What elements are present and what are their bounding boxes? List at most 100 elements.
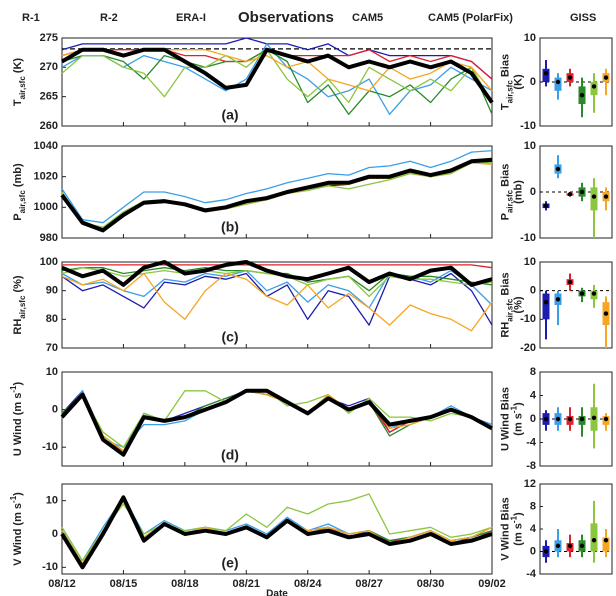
series-line [61, 260, 493, 287]
y-tick-label: -10 [520, 313, 536, 325]
label-part: RH [12, 319, 24, 335]
label-part: U Wind (m s [12, 393, 24, 456]
label-part: -1 [9, 495, 18, 503]
label-part: (m s [512, 523, 524, 546]
y-tick-label: 10 [46, 366, 58, 378]
mean-dot [555, 166, 561, 172]
label-part: -1 [9, 385, 18, 393]
y-axis-label: V Wind (m s-1) [9, 492, 24, 566]
panel-label: (e) [221, 555, 238, 571]
label-part: (mb) [12, 163, 24, 190]
series-line [61, 149, 493, 224]
mean-dot [555, 416, 561, 422]
y-tick-label: 4 [530, 389, 537, 401]
y-tick-label: 8 [530, 500, 536, 512]
label-part: -1 [509, 405, 518, 413]
label-part: Bias [499, 272, 511, 298]
series-line [61, 49, 493, 115]
y-tick-label: 270 [40, 61, 58, 73]
series-line [61, 272, 493, 326]
plot-frame [61, 145, 493, 239]
mean-dot [567, 543, 573, 549]
mean-dot [567, 416, 573, 422]
x-tick-label: 08/30 [417, 578, 445, 590]
label-part: (%) [12, 275, 24, 296]
y-tick-label: 0 [530, 545, 536, 557]
y-axis-label: (m s-1) [509, 512, 524, 546]
mean-dot [603, 538, 609, 543]
mean-dot [591, 291, 597, 296]
x-tick-label: 08/12 [48, 578, 76, 590]
y-tick-label: -4 [526, 436, 537, 448]
y-tick-label: 0 [52, 404, 58, 416]
panel-label: (a) [221, 107, 238, 123]
y-axis-label: U Wind (m s-1) [9, 382, 24, 457]
y-tick-label: 1020 [34, 171, 58, 183]
legend-entry: R-1 [22, 12, 40, 24]
mean-dot [591, 538, 597, 543]
legend-entry: GISS [570, 12, 596, 24]
mean-dot [555, 79, 561, 85]
y-tick-label: 260 [40, 120, 58, 132]
mean-dot [603, 311, 609, 316]
x-tick-label: 08/27 [355, 578, 383, 590]
label-part: air,sfc [505, 189, 514, 213]
y-axis-label: (mb) [512, 180, 524, 204]
y-tick-label: -10 [42, 441, 58, 453]
y-tick-label: 275 [40, 32, 58, 44]
box [590, 187, 598, 211]
label-part: P [499, 213, 511, 220]
y-tick-label: 90 [46, 285, 58, 297]
y-axis-label: U Wind Bias [499, 387, 511, 451]
mean-dot [567, 75, 573, 80]
y-tick-label: 10 [46, 495, 58, 507]
y-tick-label: -10 [42, 561, 58, 573]
box [590, 523, 598, 552]
series-line [60, 495, 493, 570]
y-axis-label: Pair,sfc Bias [499, 164, 514, 221]
plot-frame [61, 371, 493, 467]
series-line [61, 49, 493, 104]
mean-dot [603, 194, 609, 199]
y-tick-label: 4 [530, 523, 537, 535]
label-part: air,sfc [18, 295, 27, 319]
x-tick-label: 08/18 [171, 578, 199, 590]
mean-dot [543, 71, 549, 76]
y-tick-label: 70 [46, 342, 58, 354]
label-part: RH [499, 322, 511, 338]
label-part: air,sfc [505, 80, 514, 104]
y-tick-label: 0 [530, 285, 536, 297]
label-part: (%) [512, 296, 524, 313]
y-tick-label: -10 [520, 120, 536, 132]
panel-label: (d) [221, 447, 239, 463]
y-tick-label: 10 [524, 32, 536, 44]
panel-label: (c) [221, 329, 238, 345]
label-part: T [499, 103, 511, 110]
label-part: ) [512, 512, 524, 516]
mean-dot [555, 543, 561, 549]
y-tick-label: 8 [530, 366, 536, 378]
label-part: V Wind (m s [12, 503, 24, 566]
y-tick-label: 1040 [34, 140, 58, 152]
y-axis-label: (K) [512, 74, 524, 90]
mean-dot [591, 84, 597, 89]
y-tick-label: 1000 [34, 201, 58, 213]
x-tick-label: 08/21 [233, 578, 261, 590]
panel-label: (b) [221, 219, 239, 235]
legend-entry: CAM5 (PolarFix) [428, 12, 513, 24]
mean-dot [543, 416, 549, 422]
y-axis-label: Tair,sfc Bias [499, 54, 514, 110]
box [602, 537, 610, 552]
mean-dot [567, 192, 573, 197]
legend-entry: R-2 [100, 12, 118, 24]
plot-frame [61, 483, 493, 575]
legend-entry: Observations [238, 9, 334, 26]
mean-dot [591, 415, 597, 421]
y-tick-label: 10 [524, 140, 536, 152]
y-axis-label: V Wind Bias [499, 497, 511, 560]
mean-dot [579, 543, 585, 549]
series-line [61, 500, 493, 565]
label-part: V Wind Bias [499, 497, 511, 560]
x-tick-label: 08/24 [294, 578, 322, 590]
mean-dot [543, 299, 549, 305]
